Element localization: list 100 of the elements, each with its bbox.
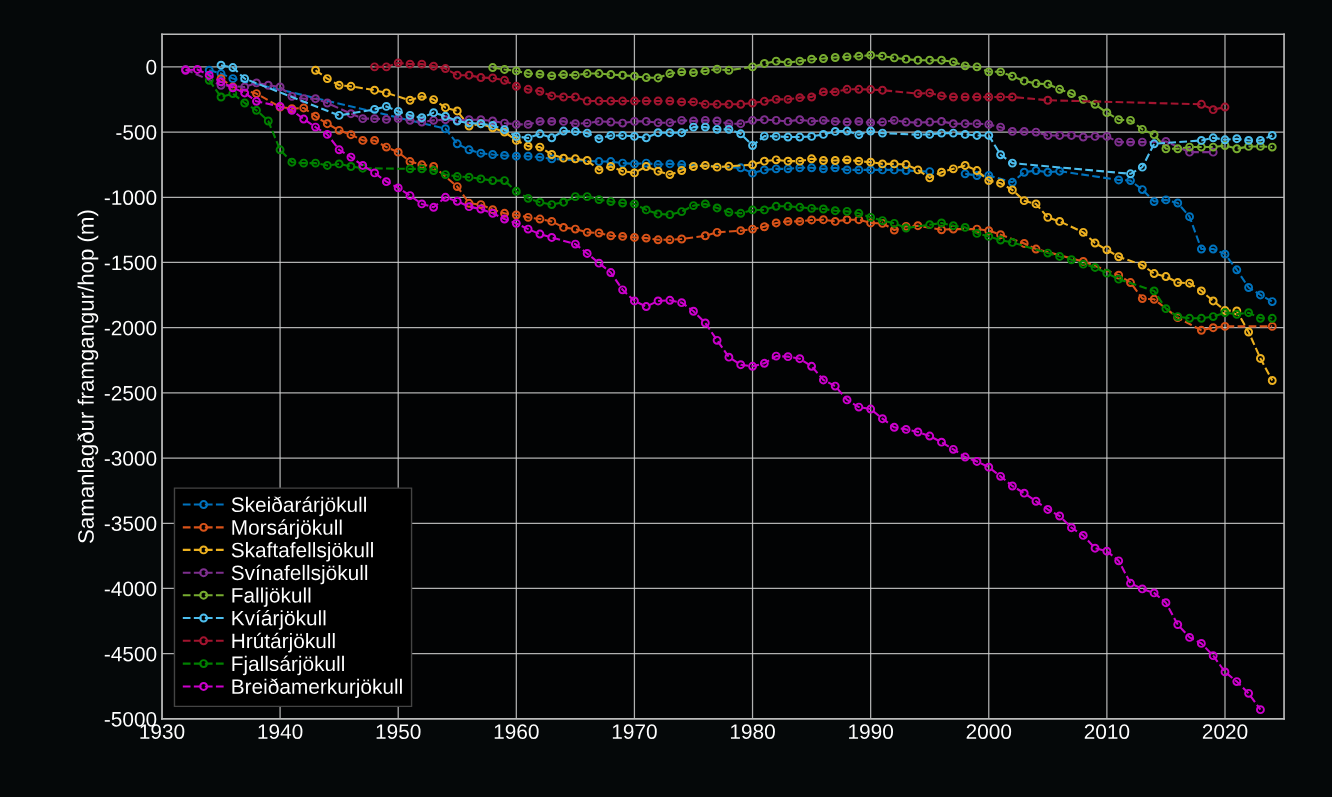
point xyxy=(511,151,521,161)
point xyxy=(1043,95,1053,105)
point xyxy=(724,99,734,109)
point xyxy=(759,165,769,175)
point xyxy=(972,92,982,102)
point xyxy=(452,139,462,149)
point xyxy=(570,92,580,102)
point xyxy=(618,158,628,168)
x-tick-label: 2010 xyxy=(1084,724,1130,740)
point xyxy=(937,91,946,101)
point xyxy=(830,87,840,97)
point xyxy=(925,88,935,98)
point xyxy=(736,99,746,109)
point xyxy=(228,74,238,84)
point xyxy=(464,70,474,80)
point xyxy=(393,58,403,68)
legend-label: Morsárjökull xyxy=(232,519,342,539)
y-tick-label: -4000 xyxy=(104,581,157,597)
point xyxy=(759,96,769,106)
point xyxy=(452,70,462,80)
point xyxy=(641,158,651,168)
point xyxy=(1232,265,1242,275)
point xyxy=(712,99,722,109)
point xyxy=(1007,177,1017,187)
point xyxy=(464,145,474,155)
x-tick-label: 1960 xyxy=(494,724,539,740)
point xyxy=(854,165,864,175)
point xyxy=(913,89,923,99)
point xyxy=(547,154,557,164)
point xyxy=(866,85,876,94)
point xyxy=(476,148,486,158)
point xyxy=(807,92,817,102)
point xyxy=(889,165,899,175)
point xyxy=(771,94,781,104)
point xyxy=(771,164,781,174)
point xyxy=(1220,249,1230,259)
point xyxy=(653,96,663,106)
x-tick-label: 1940 xyxy=(258,724,303,740)
point xyxy=(677,97,687,107)
point xyxy=(523,84,533,94)
point xyxy=(960,169,970,179)
x-tick-label: 1990 xyxy=(849,724,894,740)
point xyxy=(1196,99,1206,109)
point xyxy=(901,166,911,175)
point xyxy=(381,62,391,72)
point xyxy=(594,157,604,166)
legend-label: Falljökull xyxy=(232,587,311,607)
point xyxy=(441,124,450,134)
point xyxy=(1196,244,1206,254)
y-tick-label: -3000 xyxy=(104,451,157,466)
point xyxy=(984,171,994,180)
y-tick-label: -1500 xyxy=(104,255,157,271)
point xyxy=(1055,166,1065,176)
point xyxy=(665,96,675,106)
point xyxy=(500,75,509,85)
x-tick-label: 2020 xyxy=(1202,724,1248,740)
point xyxy=(594,96,604,106)
point xyxy=(925,167,935,177)
point xyxy=(488,73,498,83)
point xyxy=(783,94,793,104)
x-tick-label: 1950 xyxy=(376,724,421,740)
point xyxy=(1208,244,1218,254)
point xyxy=(559,92,568,102)
y-tick-label: -500 xyxy=(116,125,157,140)
point xyxy=(1114,175,1124,185)
point xyxy=(818,164,828,174)
legend-label: Kvíárjökull xyxy=(232,609,326,630)
point xyxy=(795,163,805,173)
y-tick-label: -3500 xyxy=(104,516,157,532)
point xyxy=(429,61,439,71)
point xyxy=(511,81,521,91)
point xyxy=(736,163,746,173)
point xyxy=(748,98,757,108)
y-tick-label: -2000 xyxy=(104,320,157,336)
y-tick-label: -4500 xyxy=(104,646,157,662)
x-tick-label: 1980 xyxy=(730,724,775,740)
point xyxy=(1031,166,1041,175)
point xyxy=(500,150,509,160)
point xyxy=(1126,176,1135,186)
point xyxy=(1185,212,1194,222)
point xyxy=(972,171,982,180)
point xyxy=(523,151,533,161)
point xyxy=(1161,195,1171,205)
legend-label: Fjallsárjökull xyxy=(232,655,344,676)
legend-label: Skaftafellsjökull xyxy=(231,542,373,562)
point xyxy=(795,93,805,103)
point xyxy=(960,92,970,102)
x-tick-label: 2000 xyxy=(966,724,1012,740)
legend-label: Svínafellsjökull xyxy=(231,564,368,585)
point xyxy=(700,99,710,109)
point xyxy=(689,97,698,107)
point xyxy=(370,62,380,72)
legend-label: Skeiðarárjökull xyxy=(231,496,366,517)
point xyxy=(878,85,887,95)
point xyxy=(1220,102,1230,112)
point xyxy=(842,165,852,175)
point xyxy=(1267,297,1277,307)
point xyxy=(535,152,545,162)
point xyxy=(842,84,852,94)
point xyxy=(1137,185,1147,195)
